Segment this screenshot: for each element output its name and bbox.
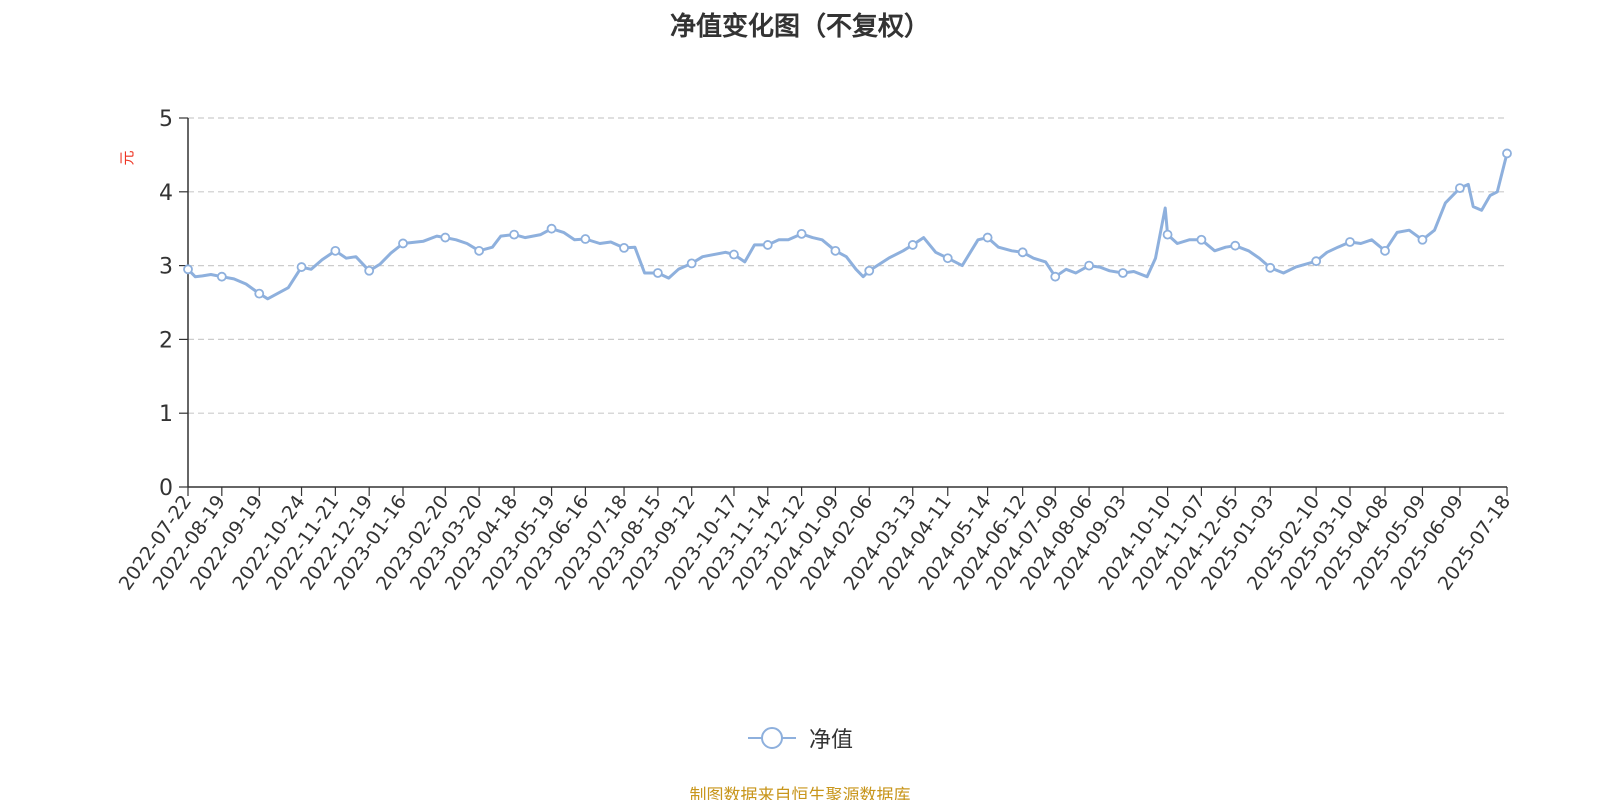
data-point-marker[interactable] bbox=[440, 232, 451, 243]
data-point-marker[interactable] bbox=[1265, 262, 1276, 273]
data-point-marker[interactable] bbox=[1502, 148, 1512, 159]
chart-title: 净值变化图（不复权） bbox=[669, 12, 930, 42]
data-point-marker[interactable] bbox=[729, 249, 739, 260]
data-point-marker[interactable] bbox=[580, 234, 591, 244]
data-point-marker[interactable] bbox=[1417, 234, 1428, 245]
series-layer bbox=[186, 151, 1509, 301]
data-point-marker[interactable] bbox=[686, 258, 697, 269]
data-point-marker[interactable] bbox=[982, 232, 993, 243]
y-tick-label: 2 bbox=[159, 328, 173, 353]
source-note: 制图数据来自恒生聚源数据库 bbox=[689, 786, 911, 800]
data-point-marker[interactable] bbox=[1230, 240, 1241, 251]
data-point-marker[interactable] bbox=[907, 240, 918, 250]
legend: 净值 bbox=[0, 722, 1600, 754]
gridlines bbox=[188, 117, 1507, 414]
series-markers bbox=[183, 148, 1512, 299]
data-point-marker[interactable] bbox=[398, 238, 408, 249]
data-point-marker[interactable] bbox=[509, 229, 520, 240]
data-point-marker[interactable] bbox=[183, 264, 193, 275]
data-point-marker[interactable] bbox=[1196, 234, 1207, 245]
data-point-marker[interactable] bbox=[364, 265, 375, 276]
y-axis-label: 元 bbox=[118, 150, 136, 165]
legend-item[interactable]: 净值 bbox=[747, 722, 853, 754]
y-tick-label: 3 bbox=[159, 255, 173, 280]
legend-line-circle-icon bbox=[747, 727, 796, 749]
y-tick-label: 4 bbox=[159, 181, 173, 206]
data-point-marker[interactable] bbox=[474, 245, 484, 256]
x-axis-ticks: 2022-07-222022-08-192022-09-192022-10-24… bbox=[115, 487, 1515, 594]
data-point-marker[interactable] bbox=[1084, 260, 1094, 271]
data-point-marker[interactable] bbox=[864, 265, 875, 276]
data-point-marker[interactable] bbox=[796, 228, 807, 239]
data-point-marker[interactable] bbox=[296, 262, 307, 272]
data-point-marker[interactable] bbox=[619, 242, 629, 253]
y-tick-label: 1 bbox=[159, 402, 173, 427]
data-point-marker[interactable] bbox=[1117, 268, 1128, 278]
data-point-marker[interactable] bbox=[1050, 271, 1061, 282]
data-point-marker[interactable] bbox=[1380, 245, 1390, 256]
y-tick-label: 5 bbox=[159, 107, 173, 132]
data-point-marker[interactable] bbox=[254, 288, 265, 299]
data-point-marker[interactable] bbox=[1454, 183, 1465, 194]
data-point-marker[interactable] bbox=[830, 245, 841, 256]
y-axis-ticks: 0 1 2 3 4 5 bbox=[159, 107, 188, 501]
data-point-marker[interactable] bbox=[1017, 247, 1028, 258]
y-tick-label: 0 bbox=[159, 476, 173, 501]
data-point-marker[interactable] bbox=[652, 268, 663, 278]
data-point-marker[interactable] bbox=[546, 223, 557, 234]
data-point-marker[interactable] bbox=[942, 253, 953, 264]
data-point-marker[interactable] bbox=[1345, 237, 1355, 247]
data-point-marker[interactable] bbox=[330, 245, 341, 256]
series-line-净值 bbox=[186, 151, 1509, 301]
data-point-marker[interactable] bbox=[1162, 229, 1173, 240]
data-point-marker[interactable] bbox=[762, 240, 773, 250]
axes bbox=[187, 118, 1507, 488]
data-point-marker[interactable] bbox=[1311, 256, 1322, 267]
legend-label: 净值 bbox=[808, 728, 853, 753]
data-point-marker[interactable] bbox=[216, 271, 227, 282]
